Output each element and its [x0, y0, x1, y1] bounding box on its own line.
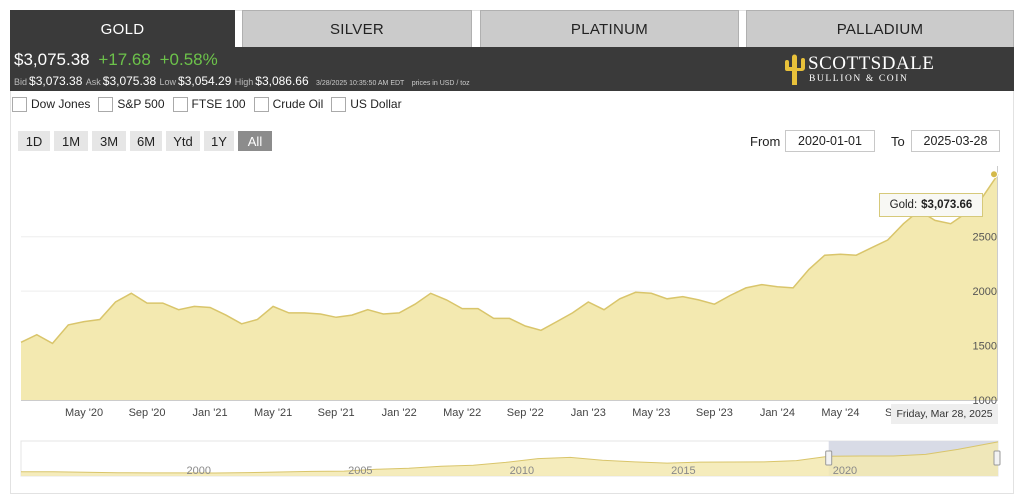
- high-label: High: [234, 77, 254, 87]
- tooltip-series: Gold:: [889, 199, 918, 211]
- scottsdale-logo: SCOTTSDALE BULLION & COIN: [782, 51, 934, 87]
- bid-label: Bid: [14, 77, 28, 87]
- navigator-area-series: [21, 441, 998, 476]
- bid-value: $3,073.38: [29, 74, 83, 88]
- x-tick-label: Jan '23: [571, 407, 606, 419]
- y-tick-label: 1500: [973, 341, 997, 353]
- x-tick-label: May '22: [443, 407, 481, 419]
- gold-line-series: [20, 173, 999, 345]
- to-date-input[interactable]: 2025-03-28: [911, 130, 1000, 152]
- price-units: prices in USD / toz: [411, 80, 470, 87]
- tab-silver[interactable]: SILVER: [242, 10, 472, 47]
- navigator-year-label: 2005: [348, 465, 372, 477]
- navigator-handle[interactable]: [825, 450, 833, 466]
- x-tick-label: Jan '22: [382, 407, 417, 419]
- compare-sp500[interactable]: S&P 500: [96, 96, 165, 112]
- compare-dow-jones[interactable]: Dow Jones: [10, 96, 91, 112]
- quote-timestamp: 3/28/2025 10:35:50 AM EDT: [316, 80, 405, 87]
- navigator-year-label: 2020: [833, 465, 857, 477]
- range-selector: 1D 1M 3M 6M Ytd 1Y All: [18, 131, 276, 151]
- high-value: $3,086.66: [255, 74, 309, 88]
- low-label: Low: [159, 77, 177, 87]
- from-label: From: [750, 134, 781, 149]
- x-axis-labels: May '20 Sep '20 Jan '21 May '21 Sep '21 Jan '…: [65, 407, 922, 419]
- x-tick-label: Sep '22: [507, 407, 544, 419]
- logo-line-1: SCOTTSDALE: [808, 53, 935, 74]
- ask-value: $3,075.38: [102, 74, 157, 88]
- x-tick-label: Sep '20: [129, 407, 166, 419]
- tooltip-value: $3,073.66: [921, 199, 973, 211]
- x-tick-label: May '23: [632, 407, 670, 419]
- compare-options: Dow Jones S&P 500 FTSE 100 Crude Oil US …: [10, 93, 408, 115]
- navigator-year-label: 2010: [510, 465, 534, 477]
- x-tick-label: Sep '21: [318, 407, 355, 419]
- x-tick-label: May '21: [254, 407, 292, 419]
- price-tooltip: Gold: $3,073.66: [879, 193, 983, 217]
- range-button-ytd[interactable]: Ytd: [166, 131, 200, 151]
- price-change: +17.68: [98, 50, 151, 69]
- gold-area-series: [21, 174, 998, 400]
- compare-ftse100[interactable]: FTSE 100: [171, 96, 246, 112]
- compare-label: Dow Jones: [31, 97, 91, 111]
- ask-label: Ask: [85, 77, 101, 87]
- tab-palladium[interactable]: PALLADIUM: [746, 10, 1014, 47]
- price-bar: $3,075.38 +17.68 +0.58% Bid $3,073.38 Ask…: [10, 47, 1014, 91]
- x-tick-label: Jan '21: [193, 407, 228, 419]
- spot-price: $3,075.38 +17.68 +0.58%: [14, 50, 218, 70]
- checkbox[interactable]: [98, 96, 114, 112]
- compare-label: S&P 500: [117, 97, 165, 111]
- compare-label: US Dollar: [350, 97, 402, 111]
- compare-label: Crude Oil: [272, 97, 324, 111]
- range-button-1y[interactable]: 1Y: [204, 131, 234, 151]
- from-date-input[interactable]: 2020-01-01: [785, 130, 875, 152]
- range-button-3m[interactable]: 3M: [92, 131, 126, 151]
- hover-point: [990, 170, 998, 179]
- x-tick-label: Jan '24: [760, 407, 795, 419]
- compare-label: FTSE 100: [191, 97, 246, 111]
- price-change-percent: +0.58%: [159, 50, 218, 69]
- navigator-handle[interactable]: [993, 450, 1001, 466]
- x-tick-label: Sep '23: [696, 407, 733, 419]
- y-tick-label: 2000: [973, 286, 997, 298]
- logo-line-2: BULLION & COIN: [809, 74, 909, 84]
- checkbox[interactable]: [331, 96, 347, 112]
- compare-us-dollar[interactable]: US Dollar: [329, 96, 402, 112]
- x-tick-label: May '20: [65, 407, 103, 419]
- range-button-1m[interactable]: 1M: [54, 131, 88, 151]
- last-price: $3,075.38: [14, 50, 90, 69]
- hover-date-label: Friday, Mar 28, 2025: [891, 404, 998, 424]
- range-button-6m[interactable]: 6M: [130, 131, 162, 151]
- tab-platinum[interactable]: PLATINUM: [480, 10, 739, 47]
- navigator-year-label: 2015: [671, 465, 695, 477]
- navigator[interactable]: 2000 2005 2010 2015 2020: [20, 440, 1001, 477]
- cactus-icon: [785, 54, 805, 85]
- x-tick-label: May '24: [821, 407, 859, 419]
- quote-details: Bid $3,073.38 Ask $3,075.38 Low $3,054.29 H…: [14, 74, 470, 88]
- metal-tabs: GOLD SILVER PLATINUM PALLADIUM: [10, 10, 1014, 47]
- to-label: To: [891, 134, 905, 149]
- checkbox[interactable]: [253, 96, 269, 112]
- navigator-year-label: 2000: [187, 465, 211, 477]
- range-button-1d[interactable]: 1D: [18, 131, 50, 151]
- range-button-all[interactable]: All: [238, 131, 272, 151]
- low-value: $3,054.29: [178, 74, 232, 88]
- checkbox[interactable]: [12, 96, 27, 112]
- y-tick-label: 2500: [973, 232, 997, 244]
- compare-crude-oil[interactable]: Crude Oil: [252, 96, 324, 112]
- checkbox[interactable]: [172, 96, 188, 112]
- tab-gold[interactable]: GOLD: [10, 10, 235, 47]
